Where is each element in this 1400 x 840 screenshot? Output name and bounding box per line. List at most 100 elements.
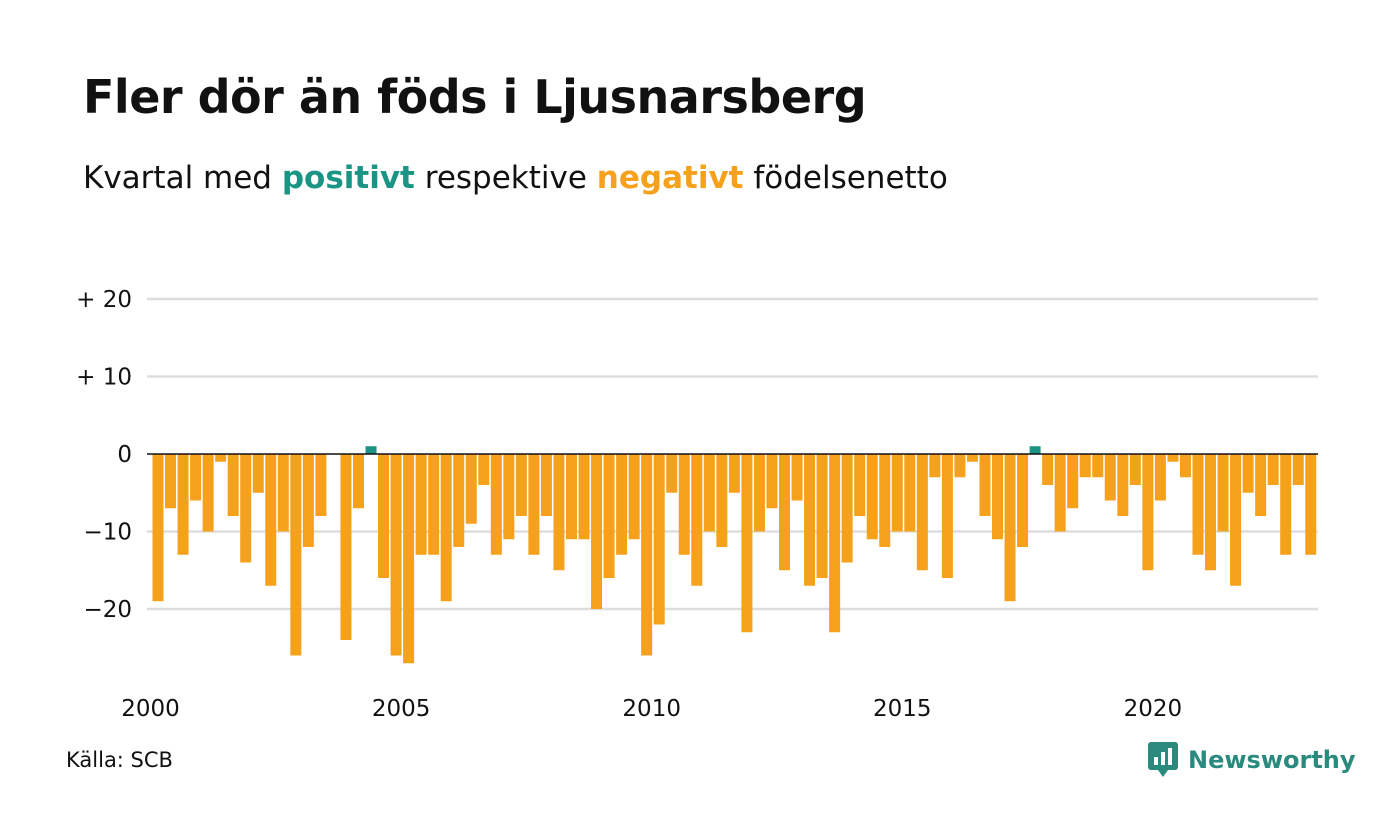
bar	[653, 454, 665, 625]
bar	[352, 454, 364, 509]
bar	[315, 454, 327, 516]
x-tick-label: 2015	[873, 696, 932, 722]
bar	[453, 454, 465, 547]
bar	[515, 454, 527, 516]
bar	[891, 454, 903, 532]
subtitle-negative-word: negativt	[596, 160, 744, 196]
bar	[979, 454, 991, 516]
x-tick-label: 2010	[622, 696, 681, 722]
bar	[1217, 454, 1229, 532]
x-tick-label: 2000	[121, 696, 180, 722]
bar	[1242, 454, 1254, 493]
bar	[240, 454, 252, 563]
bar	[879, 454, 891, 547]
bar	[766, 454, 778, 509]
bar	[1017, 454, 1029, 547]
bar	[1029, 446, 1041, 454]
bar	[791, 454, 803, 501]
bar	[490, 454, 502, 555]
bar	[1154, 454, 1166, 501]
bar	[415, 454, 427, 555]
bar	[565, 454, 577, 540]
bar	[816, 454, 828, 578]
bar	[1117, 454, 1129, 516]
bar	[666, 454, 678, 493]
bar	[277, 454, 289, 532]
chart-title: Fler dör än föds i Ljusnarsberg	[83, 70, 867, 124]
bar	[829, 454, 841, 633]
bar	[741, 454, 753, 633]
bar	[1280, 454, 1292, 555]
bar	[954, 454, 966, 478]
bar	[1230, 454, 1242, 586]
bar	[1104, 454, 1116, 501]
y-tick-label: + 20	[76, 287, 132, 313]
bar	[1129, 454, 1141, 485]
bar	[904, 454, 916, 532]
newsworthy-logo-icon	[1148, 742, 1178, 777]
bar	[866, 454, 878, 540]
bar	[378, 454, 390, 578]
bar	[190, 454, 202, 501]
bar	[340, 454, 352, 640]
bar	[528, 454, 540, 555]
bar	[177, 454, 189, 555]
y-tick-label: −10	[83, 520, 132, 546]
newsworthy-logo-text: Newsworthy	[1188, 746, 1356, 774]
bar	[1067, 454, 1079, 509]
bar	[503, 454, 515, 540]
source-note: Källa: SCB	[66, 748, 173, 772]
bar	[202, 454, 214, 532]
bar	[1092, 454, 1104, 478]
newsworthy-logo: Newsworthy	[1148, 742, 1356, 778]
bar	[641, 454, 653, 656]
bar	[1267, 454, 1279, 485]
subtitle-suffix: födelsenetto	[753, 160, 948, 196]
y-tick-label: + 10	[76, 365, 132, 391]
bar	[1179, 454, 1191, 478]
bar	[302, 454, 314, 547]
bar	[929, 454, 941, 478]
bar	[478, 454, 490, 485]
bar	[1305, 454, 1317, 555]
bar	[578, 454, 590, 540]
bar	[1142, 454, 1154, 571]
bar	[753, 454, 765, 532]
bar	[678, 454, 690, 555]
bar	[265, 454, 277, 586]
bar	[1255, 454, 1267, 516]
bar	[440, 454, 452, 602]
bar	[1167, 454, 1179, 462]
bar	[854, 454, 866, 516]
y-tick-label: 0	[117, 442, 132, 468]
bar	[1004, 454, 1016, 602]
bar	[152, 454, 164, 602]
bar	[1079, 454, 1091, 478]
bar	[603, 454, 615, 578]
bar	[165, 454, 177, 509]
bar	[616, 454, 628, 555]
bar	[992, 454, 1004, 540]
x-tick-label: 2020	[1124, 696, 1183, 722]
bar	[465, 454, 477, 524]
bar	[916, 454, 928, 571]
bar	[403, 454, 415, 664]
bar	[1192, 454, 1204, 555]
bar	[215, 454, 227, 462]
bar	[728, 454, 740, 493]
bar	[779, 454, 790, 571]
bar	[841, 454, 853, 563]
bar	[553, 454, 565, 571]
bar	[1042, 454, 1054, 485]
bar	[540, 454, 552, 516]
bar	[428, 454, 440, 555]
bar	[703, 454, 715, 532]
y-tick-label: −20	[83, 597, 132, 623]
bar	[252, 454, 264, 493]
bar	[390, 454, 402, 656]
x-tick-label: 2005	[372, 696, 431, 722]
subtitle-middle: respektive	[424, 160, 587, 196]
bar	[227, 454, 239, 516]
bar	[1054, 454, 1066, 532]
